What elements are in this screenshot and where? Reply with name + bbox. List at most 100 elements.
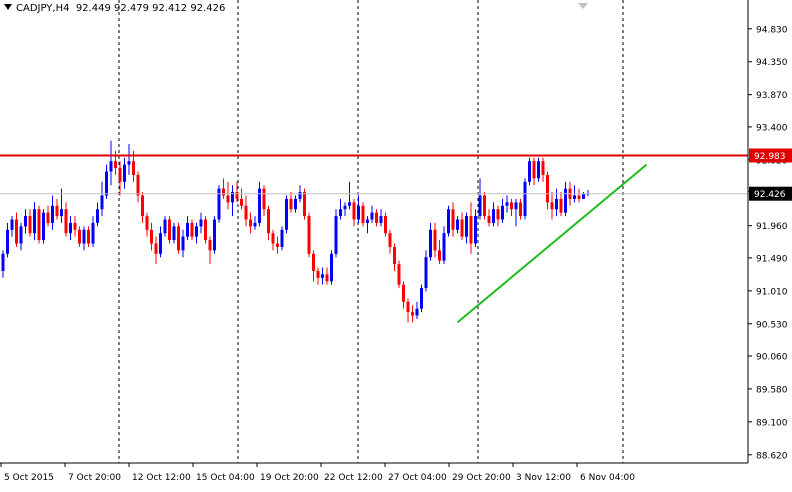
candle-body bbox=[514, 202, 518, 210]
candle bbox=[60, 188, 63, 223]
candle-body bbox=[204, 219, 207, 241]
candle-body bbox=[420, 288, 423, 309]
candle bbox=[231, 185, 234, 217]
candle-body bbox=[519, 202, 522, 217]
candle-body bbox=[262, 188, 266, 210]
candle bbox=[127, 144, 131, 175]
candle-body bbox=[460, 219, 464, 237]
candle-body bbox=[87, 229, 90, 244]
candle bbox=[168, 216, 171, 244]
candle-body bbox=[483, 195, 486, 217]
candle-body bbox=[424, 257, 428, 289]
candle-body bbox=[577, 195, 581, 199]
candle-body bbox=[523, 181, 527, 217]
y-tick-label: 93.400 bbox=[756, 123, 788, 133]
candle-body bbox=[285, 198, 288, 230]
scroll-marker-icon[interactable] bbox=[578, 3, 588, 9]
candle bbox=[262, 185, 266, 217]
candle bbox=[519, 198, 522, 220]
candle bbox=[136, 171, 140, 203]
candle bbox=[123, 157, 126, 189]
y-tick-label: 91.960 bbox=[756, 222, 788, 232]
candle-body bbox=[217, 188, 221, 220]
candle-body bbox=[312, 253, 315, 271]
candle-body bbox=[384, 216, 387, 234]
candle-body bbox=[447, 209, 450, 234]
candle-body bbox=[550, 202, 554, 210]
candle-body bbox=[451, 209, 455, 230]
candle bbox=[235, 181, 239, 203]
candle bbox=[217, 185, 221, 223]
candle-body bbox=[366, 219, 369, 223]
candle bbox=[429, 222, 432, 261]
candle-body bbox=[343, 205, 347, 210]
candle-body bbox=[46, 212, 50, 223]
ohlc-readout: 92.449 92.479 92.412 92.426 bbox=[75, 3, 226, 14]
candle-body bbox=[487, 216, 491, 223]
candle-body bbox=[541, 161, 545, 175]
candle bbox=[343, 202, 347, 217]
candle-body bbox=[474, 216, 477, 244]
x-tick-label: 7 Oct 20:00 bbox=[68, 473, 121, 483]
symbol-dropdown-icon[interactable] bbox=[4, 4, 12, 10]
candle bbox=[28, 209, 32, 237]
x-tick-label: 12 Oct 12:00 bbox=[132, 473, 191, 483]
candle bbox=[537, 157, 540, 182]
y-tick-label: 89.580 bbox=[756, 385, 788, 395]
candle bbox=[483, 192, 486, 220]
y-tick-label: 90.530 bbox=[756, 320, 788, 330]
candle bbox=[91, 216, 95, 247]
candle-body bbox=[330, 253, 333, 282]
candle bbox=[514, 198, 518, 227]
candle bbox=[474, 209, 477, 247]
candle-body bbox=[348, 202, 351, 206]
candle bbox=[555, 188, 558, 217]
candle bbox=[105, 164, 108, 199]
x-tick-label: 22 Oct 12:00 bbox=[324, 473, 383, 483]
candle bbox=[460, 212, 464, 241]
candle bbox=[37, 205, 41, 244]
candle bbox=[280, 226, 284, 251]
candle bbox=[424, 250, 428, 292]
candle bbox=[451, 202, 455, 237]
candle bbox=[249, 212, 252, 234]
x-tick-label: 3 Nov 12:00 bbox=[516, 473, 571, 483]
candle bbox=[69, 216, 72, 241]
candle-body bbox=[267, 209, 270, 234]
candle bbox=[150, 222, 153, 251]
candle bbox=[64, 202, 68, 237]
candle bbox=[348, 181, 351, 210]
candle bbox=[271, 229, 275, 251]
last-price-tag-label: 92.426 bbox=[754, 190, 786, 200]
candle bbox=[334, 209, 338, 258]
candle-body bbox=[199, 219, 203, 227]
candle bbox=[258, 181, 261, 227]
candle-body bbox=[186, 222, 189, 237]
candle-body bbox=[37, 209, 41, 241]
candle bbox=[267, 205, 270, 241]
candle-body bbox=[172, 226, 176, 241]
candle bbox=[186, 216, 189, 241]
candle-body bbox=[244, 205, 248, 220]
candle-body bbox=[141, 195, 144, 217]
candle-body bbox=[42, 212, 45, 241]
candle bbox=[73, 216, 77, 237]
y-tick-label: 88.620 bbox=[756, 451, 788, 461]
candle bbox=[496, 205, 500, 227]
candle bbox=[6, 222, 9, 258]
candle-body bbox=[271, 233, 275, 244]
candle bbox=[366, 216, 369, 234]
candle bbox=[523, 178, 527, 220]
candle-body bbox=[96, 209, 99, 223]
candle bbox=[361, 202, 365, 227]
y-tick-label: 90.060 bbox=[756, 352, 788, 362]
candle-body bbox=[258, 188, 261, 223]
candle bbox=[208, 236, 212, 265]
y-tick-label: 93.870 bbox=[756, 91, 788, 101]
candle bbox=[253, 216, 257, 230]
candle-body bbox=[15, 219, 18, 244]
candle bbox=[222, 178, 225, 199]
candle bbox=[370, 205, 374, 223]
